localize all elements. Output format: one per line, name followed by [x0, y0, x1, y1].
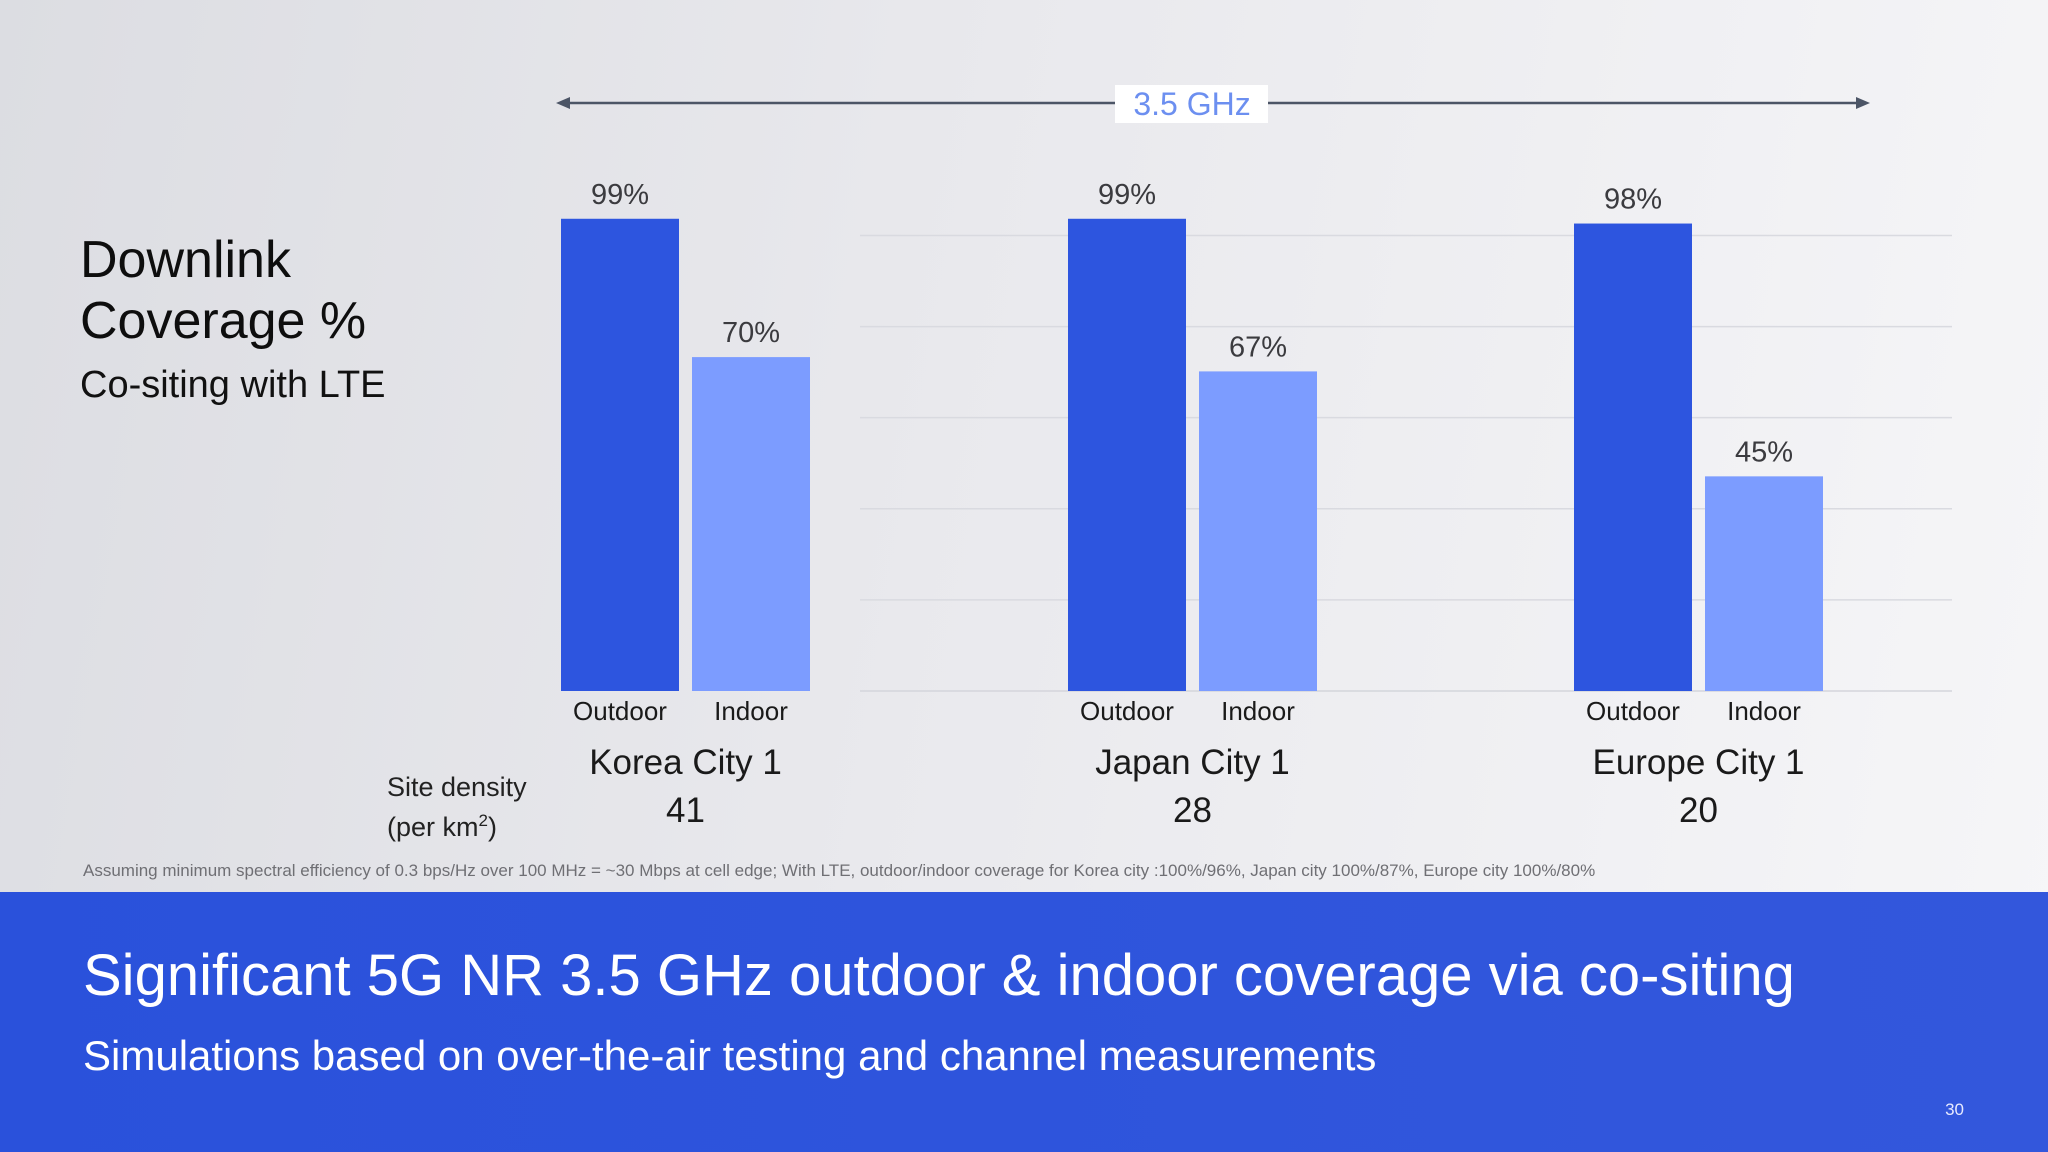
series-tick-label: Indoor	[1221, 696, 1295, 726]
site-density-line-1: Site density	[387, 772, 527, 802]
data-label: 98%	[1604, 184, 1662, 216]
banner-subtitle: Simulations based on over-the-air testin…	[83, 1032, 1377, 1079]
band-label: 3.5 GHz	[1133, 86, 1250, 122]
category-label: Korea City 1	[589, 743, 782, 782]
series-tick-label: Indoor	[714, 696, 788, 726]
coverage-bar-chart: 3.5 GHz 99% Outdoor 70% Indoor Korea City 1 41…	[556, 85, 1952, 830]
data-label: 99%	[591, 179, 649, 211]
band-label-box	[1115, 85, 1268, 123]
site-density-unit-exponent: 2	[478, 811, 488, 830]
data-label: 70%	[722, 317, 780, 349]
category-label: Japan City 1	[1095, 743, 1290, 782]
series-tick-label: Indoor	[1727, 696, 1801, 726]
slide-content: Downlink Coverage % Co-siting with LTE 3…	[80, 85, 1952, 880]
heading-subtitle: Co-siting with LTE	[80, 364, 386, 406]
site-density-line-2: (per km2)	[387, 804, 527, 844]
bar-indoor-3	[1705, 476, 1823, 691]
bar-outdoor-2	[1068, 218, 1186, 691]
page-number: 30	[1945, 1100, 1964, 1119]
footnote: Assuming minimum spectral efficiency of …	[83, 861, 1596, 880]
chart-heading: Downlink Coverage % Co-siting with LTE	[80, 230, 386, 407]
data-label: 45%	[1735, 436, 1793, 468]
arrow-left-icon	[556, 97, 570, 109]
site-density-value: 28	[1173, 791, 1212, 830]
series-tick-label: Outdoor	[573, 696, 667, 726]
category-label: Europe City 1	[1592, 743, 1804, 782]
site-density-unit: (per km	[387, 812, 479, 842]
heading-line-1: Downlink	[80, 231, 291, 289]
data-label: 99%	[1098, 179, 1156, 211]
bar-outdoor-3	[1574, 223, 1692, 692]
heading-line-2: Coverage %	[80, 292, 367, 350]
series-tick-label: Outdoor	[1586, 696, 1680, 726]
banner-title: Significant 5G NR 3.5 GHz outdoor & indo…	[83, 943, 1795, 1008]
site-density-value: 41	[666, 791, 705, 830]
title-banner: Significant 5G NR 3.5 GHz outdoor & indo…	[0, 892, 2048, 1152]
site-density-unit-close: )	[487, 812, 497, 842]
data-label: 67%	[1229, 331, 1287, 363]
site-density-label: Site density (per km2)	[387, 770, 527, 844]
series-tick-label: Outdoor	[1080, 696, 1174, 726]
bar-indoor-2	[1199, 371, 1317, 691]
site-density-value: 20	[1679, 791, 1718, 830]
arrow-right-icon	[1856, 97, 1870, 109]
bar-outdoor-1	[561, 218, 679, 691]
bar-indoor-1	[692, 357, 810, 691]
